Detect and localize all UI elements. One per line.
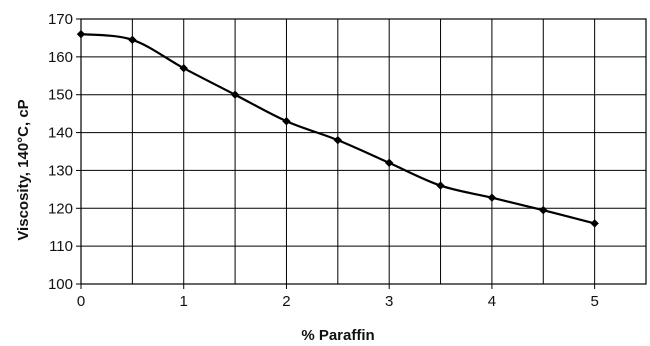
x-tick-label: 4 <box>488 293 496 310</box>
y-tick-label: 140 <box>48 125 73 142</box>
data-point <box>179 64 188 73</box>
data-point <box>282 117 291 126</box>
data-point <box>539 205 548 215</box>
x-tick-label: 5 <box>590 293 598 310</box>
data-point <box>76 29 86 39</box>
x-tick-labels: 0 1 2 3 4 5 <box>77 293 599 310</box>
y-tick-label: 100 <box>48 276 73 293</box>
data-point <box>436 181 445 190</box>
y-tick-label: 160 <box>48 49 73 66</box>
data-point <box>590 219 599 228</box>
data-point <box>333 135 343 145</box>
axes <box>76 18 647 289</box>
y-tick-label: 170 <box>48 11 73 28</box>
data-point <box>230 90 240 99</box>
x-tick-label: 3 <box>385 293 393 310</box>
y-tick-labels: 100 110 120 130 140 150 160 170 <box>48 11 73 293</box>
x-axis-label: % Paraffin <box>301 327 374 344</box>
x-tick-label: 0 <box>77 293 85 310</box>
y-tick-label: 130 <box>48 162 73 179</box>
data-point <box>487 193 497 202</box>
y-tick-label: 120 <box>48 200 73 217</box>
y-tick-label: 150 <box>48 87 73 104</box>
y-tick-label: 110 <box>49 238 73 255</box>
y-axis-label: Viscosity, 140°C, cP <box>15 99 32 240</box>
data-point <box>384 158 394 168</box>
data-point <box>128 35 137 45</box>
x-tick-label: 1 <box>180 293 188 310</box>
plot-frame <box>80 18 647 285</box>
x-tick-label: 2 <box>282 293 290 310</box>
grid <box>80 18 647 285</box>
series <box>76 29 599 228</box>
